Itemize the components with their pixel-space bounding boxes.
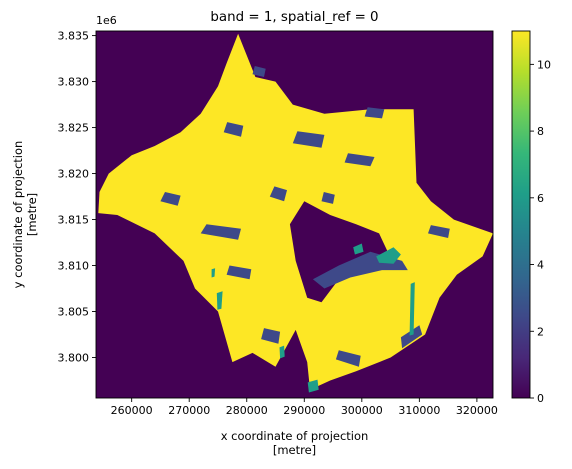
y-tick-label: 3.820 [58, 168, 90, 181]
patch-value-2-9 [321, 192, 335, 204]
y-tick-label: 3.810 [58, 260, 90, 273]
patch-value-2-8 [252, 66, 266, 77]
patch-value-6-21 [279, 345, 285, 359]
raster-layer [98, 33, 493, 393]
x-tick-label: 280000 [226, 404, 268, 417]
colorbar [511, 30, 531, 399]
patch-value-2-4 [292, 131, 325, 148]
patch-value-2-3 [200, 224, 241, 240]
x-tick-label: 290000 [283, 404, 325, 417]
y-axis-label: y coordinate of projection[metre] [11, 141, 39, 289]
colorbar-tick-label: 6 [537, 192, 544, 205]
colorbar-tick-label: 8 [537, 125, 544, 138]
colorbar-ticks: 0 2 4 6 8 10 [530, 58, 551, 405]
y-tick-label: 3.825 [58, 122, 90, 135]
patch-value-6-19 [211, 268, 216, 278]
patch-value-6-20 [307, 379, 319, 393]
patch-value-2-10 [261, 328, 281, 344]
y-tick-label: 3.830 [58, 76, 90, 89]
patch-value-2-11 [400, 325, 423, 349]
patch-value-2-2 [269, 186, 287, 202]
colorbar-tick-label: 0 [537, 392, 544, 405]
patch-value-2-12 [335, 350, 361, 367]
x-axis-label: x coordinate of projection [metre] [221, 429, 369, 457]
plot-frame [95, 30, 494, 399]
y-tick-label: 3.815 [58, 214, 90, 227]
chart-title: band = 1, spatial_ref = 0 [210, 10, 378, 25]
patch-value-2-7 [364, 107, 385, 119]
patch-value-2-13 [226, 265, 252, 280]
x-tick-label: 310000 [398, 404, 440, 417]
colorbar-tick-label: 2 [537, 325, 544, 338]
patch-value-6-17 [409, 282, 415, 336]
y-tick-label: 3.835 [58, 30, 90, 43]
region-value-11 [98, 33, 493, 390]
patch-value-6-16 [353, 243, 364, 255]
patch-value-2-6 [223, 122, 244, 137]
x-axis-ticks: 260000 270000 280000 290000 300000 310000 3200… [111, 398, 498, 417]
colorbar-tick-label: 10 [537, 58, 551, 71]
x-tick-label: 300000 [341, 404, 383, 417]
patch-value-2-5 [160, 192, 181, 206]
y-offset-label: 1e6 [96, 14, 117, 27]
plot-area [96, 31, 493, 398]
region-hole-value-0 [289, 201, 388, 303]
x-tick-label: 270000 [168, 404, 210, 417]
patch-value-2-1 [344, 153, 375, 167]
y-tick-label: 3.805 [58, 306, 90, 319]
patch-value-6-15 [376, 247, 401, 264]
y-axis-ticks: 3.800 3.805 3.810 3.815 3.820 3.825 3.830 3.835 [58, 30, 96, 365]
y-tick-label: 3.800 [58, 352, 90, 365]
colorbar-tick-label: 4 [537, 259, 544, 272]
x-tick-label: 320000 [456, 404, 498, 417]
x-tick-label: 260000 [111, 404, 153, 417]
patch-value-6-18 [216, 291, 223, 310]
patch-value-2-14 [428, 225, 450, 238]
